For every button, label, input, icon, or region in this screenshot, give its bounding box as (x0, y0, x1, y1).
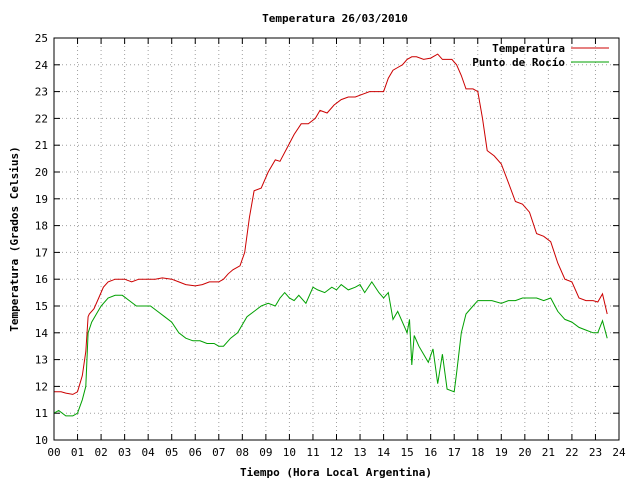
x-tick-label: 12 (330, 446, 343, 459)
plot-frame (53, 37, 620, 441)
y-tick-label: 14 (35, 327, 49, 340)
chart-grid (54, 38, 619, 440)
y-tick-label: 16 (35, 273, 48, 286)
legend-label: Punto de Rocío (472, 56, 565, 69)
x-tick-label: 09 (259, 446, 272, 459)
legend-label: Temperatura (492, 42, 565, 55)
x-tick-label: 07 (212, 446, 225, 459)
x-tick-label: 13 (353, 446, 366, 459)
x-tick-label: 16 (424, 446, 437, 459)
x-tick-label: 02 (94, 446, 107, 459)
series-line-temperatura (54, 53, 608, 395)
y-tick-label: 23 (35, 86, 48, 99)
x-tick-label: 15 (401, 446, 414, 459)
x-tick-label: 06 (189, 446, 202, 459)
y-axis-ticks: 10 11 12 13 14 15 16 17 18 19 20 21 22 23 24 25 (35, 32, 619, 447)
x-tick-label: 20 (518, 446, 531, 459)
y-tick-label: 21 (35, 139, 48, 152)
y-tick-label: 24 (35, 59, 49, 72)
x-axis-label: Tiempo (Hora Local Argentina) (240, 466, 432, 479)
x-tick-label: 24 (612, 446, 626, 459)
y-tick-label: 19 (35, 193, 48, 206)
x-tick-label: 22 (565, 446, 578, 459)
x-tick-label: 08 (236, 446, 249, 459)
y-tick-label: 22 (35, 112, 48, 125)
x-tick-label: 17 (448, 446, 461, 459)
x-tick-label: 10 (283, 446, 296, 459)
x-axis-ticks: 00 01 02 03 04 05 06 07 08 09 10 11 12 13 14 15 16 17 18 19… (47, 38, 626, 459)
y-tick-label: 12 (35, 380, 48, 393)
x-tick-label: 23 (589, 446, 602, 459)
x-tick-label: 00 (47, 446, 60, 459)
x-tick-label: 21 (542, 446, 555, 459)
x-tick-label: 04 (142, 446, 156, 459)
series-line-punto-de-rocio (53, 280, 608, 417)
x-tick-label: 14 (377, 446, 391, 459)
y-axis-label: Temperatura (Grados Celsius) (8, 146, 21, 331)
chart-title: Temperatura 26/03/2010 (262, 12, 408, 25)
x-tick-label: 11 (306, 446, 319, 459)
y-tick-label: 20 (35, 166, 48, 179)
y-tick-label: 11 (35, 407, 48, 420)
x-tick-label: 05 (165, 446, 178, 459)
x-tick-label: 19 (495, 446, 508, 459)
x-tick-label: 18 (471, 446, 484, 459)
y-tick-label: 15 (35, 300, 48, 313)
y-tick-label: 25 (35, 32, 48, 45)
x-tick-label: 01 (71, 446, 84, 459)
y-tick-label: 10 (35, 434, 48, 447)
y-tick-label: 17 (35, 246, 48, 259)
chart-series (53, 53, 608, 417)
y-tick-label: 18 (35, 220, 48, 233)
x-tick-label: 03 (118, 446, 131, 459)
y-tick-label: 13 (35, 354, 48, 367)
